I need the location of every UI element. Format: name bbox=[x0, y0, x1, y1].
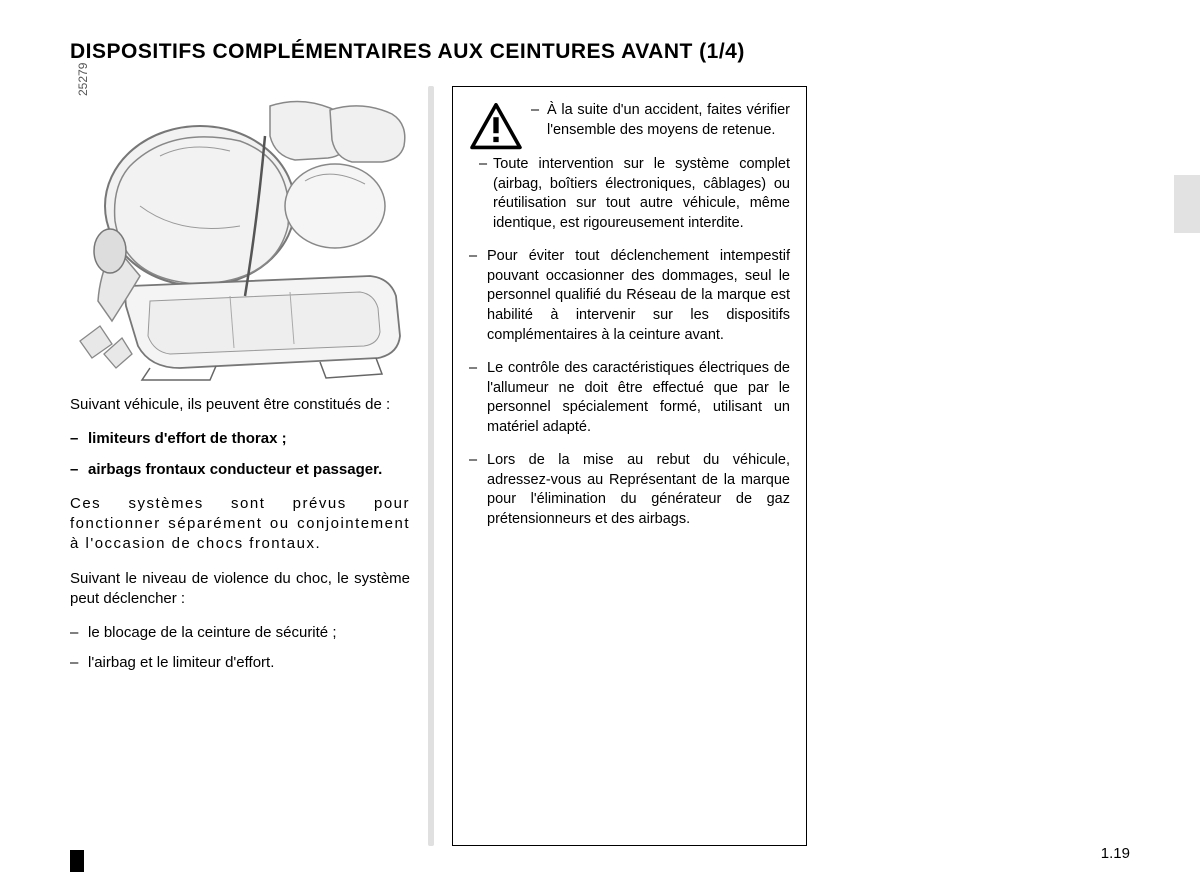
trigger-item: l'airbag et le limiteur d'effort. bbox=[70, 653, 410, 673]
warning-item: À la suite d'un accident, faites vérifie… bbox=[531, 101, 790, 140]
warning-triangle-icon bbox=[469, 103, 523, 151]
equipment-item: limiteurs d'effort de thorax ; bbox=[70, 429, 410, 449]
warning-header: À la suite d'un accident, faites vérifie… bbox=[469, 101, 790, 151]
middle-column: À la suite d'un accident, faites vérifie… bbox=[452, 86, 807, 846]
equipment-item: airbags frontaux conducteur et passager. bbox=[70, 460, 410, 480]
page-title: DISPOSITIFS COMPLÉMENTAIRES AUX CEINTURE… bbox=[70, 40, 1130, 64]
airbag-figure: 25279 bbox=[70, 86, 410, 381]
warning-item: Pour éviter tout déclenchement intempest… bbox=[469, 247, 790, 345]
manual-page: DISPOSITIFS COMPLÉMENTAIRES AUX CEINTURE… bbox=[0, 0, 1200, 888]
body-text: Suivant le niveau de violence du choc, l… bbox=[70, 569, 410, 610]
intro-text: Suivant véhicule, ils peuvent être const… bbox=[70, 395, 410, 415]
body-text: Ces systèmes sont prévus pour fonctionne… bbox=[70, 494, 410, 555]
warning-item: Lors de la mise au rebut du véhicule, ad… bbox=[469, 451, 790, 529]
equipment-list: limiteurs d'effort de thorax ; airbags f… bbox=[70, 429, 410, 480]
footer-mark bbox=[70, 850, 84, 872]
columns-layout: 25279 bbox=[70, 86, 1130, 846]
column-separator bbox=[428, 86, 434, 846]
warning-box: À la suite d'un accident, faites vérifie… bbox=[452, 86, 807, 846]
figure-reference: 25279 bbox=[76, 63, 90, 96]
section-tab bbox=[1174, 175, 1200, 233]
warning-lead: À la suite d'un accident, faites vérifie… bbox=[531, 101, 790, 150]
trigger-list: le blocage de la ceinture de sécurité ; … bbox=[70, 623, 410, 674]
left-column: 25279 bbox=[70, 86, 410, 674]
warning-item: Le contrôle des caractéristiques électri… bbox=[469, 359, 790, 437]
airbag-illustration bbox=[70, 86, 410, 381]
warning-item: Toute intervention sur le système comple… bbox=[469, 155, 790, 233]
warning-list: Pour éviter tout déclenchement intempest… bbox=[469, 247, 790, 529]
trigger-item: le blocage de la ceinture de sécurité ; bbox=[70, 623, 410, 643]
page-number: 1.19 bbox=[1101, 845, 1130, 862]
